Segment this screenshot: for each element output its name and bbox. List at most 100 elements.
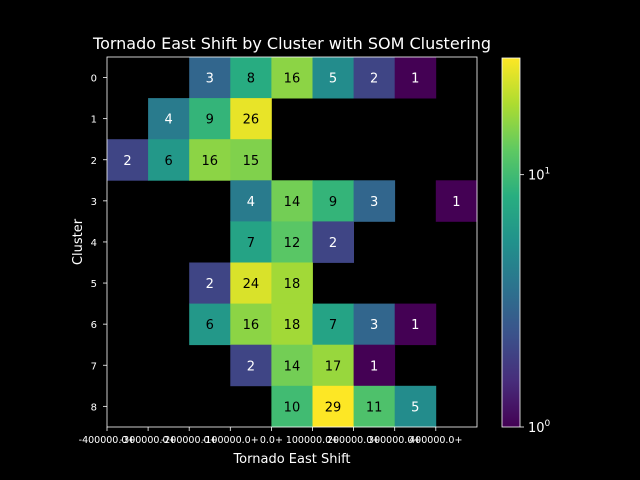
cell-value-label: 24: [243, 277, 260, 292]
cell-value-labels: 3 8 16 5 2 14 9 262 6 16 154 14 9 3 17 12 22 24 186 16 18 7 3 1…: [123, 72, 460, 416]
cell-value-label: 10: [284, 400, 301, 415]
cell-value-label: 1: [411, 72, 419, 87]
cell-value-label: 18: [284, 277, 301, 292]
cell-value-label: 2: [329, 236, 337, 251]
cell-value-label: 8: [247, 72, 255, 87]
y-axis-ticks: 0 1 2 3 4 5 6 7 8: [91, 74, 107, 413]
cell-value-label: 29: [325, 400, 342, 415]
cell-value-label: 4: [165, 113, 173, 128]
cell-value-label: 4: [247, 195, 255, 210]
cell-value-label: 11: [366, 400, 383, 415]
heatmap-cell: [312, 303, 354, 346]
x-tick-label: 0.0+: [260, 435, 283, 446]
y-tick-label: 5: [91, 279, 97, 290]
x-tick-label: 100000.0+: [286, 435, 339, 446]
cell-value-label: 1: [370, 359, 378, 374]
heatmap-cell: [230, 57, 272, 99]
cell-value-label: 3: [370, 195, 378, 210]
y-tick-label: 6: [91, 320, 97, 331]
cell-value-label: 1: [411, 318, 419, 333]
heatmap-cell: [435, 180, 478, 222]
colorbar: [501, 57, 521, 428]
heatmap-cell: [271, 57, 313, 99]
cell-value-label: 16: [243, 318, 260, 333]
heatmap-cell: [148, 98, 190, 140]
heatmap-cell: [230, 303, 272, 346]
colorbar-tick-label: 100: [528, 419, 551, 436]
heatmap-cell: [189, 98, 231, 140]
y-tick-label: 8: [91, 402, 97, 413]
colorbar-ticks: 100 101: [520, 167, 551, 436]
heatmap-cell: [312, 221, 354, 263]
x-axis-label: Tornado East Shift: [232, 452, 350, 467]
x-tick-label: -100000.0+: [202, 435, 259, 446]
x-tick-label: -200000.0+: [161, 435, 218, 446]
y-tick-label: 7: [91, 361, 97, 372]
heatmap-cell: [312, 385, 354, 428]
heatmap-cell: [271, 180, 313, 222]
heatmap-cell: [353, 57, 396, 99]
heatmap-cell: [230, 262, 272, 304]
cell-value-label: 5: [329, 72, 337, 87]
heatmap-cell: [271, 303, 313, 346]
colorbar-tick-label: 101: [528, 167, 550, 184]
cell-value-label: 2: [123, 154, 131, 169]
heatmap-cell: [353, 385, 396, 428]
heatmap-cell: [189, 139, 231, 181]
heatmap-cell: [271, 344, 313, 387]
heatmap-cell: [230, 344, 272, 387]
heatmap-cell: [271, 385, 313, 428]
cell-value-label: 6: [206, 318, 214, 333]
cell-value-label: 17: [325, 359, 342, 374]
y-tick-label: 1: [91, 115, 97, 126]
cell-value-label: 16: [284, 72, 301, 87]
cell-value-label: 14: [284, 359, 301, 374]
heatmap-cell: [230, 98, 272, 140]
heatmap-cell: [271, 221, 313, 263]
cell-value-label: 6: [165, 154, 173, 169]
cell-value-label: 1: [452, 195, 460, 210]
cell-value-label: 26: [243, 113, 260, 128]
cell-value-label: 16: [201, 154, 218, 169]
heatmap-cell: [312, 57, 354, 99]
cell-value-label: 14: [284, 195, 301, 210]
x-tick-label: 400000.0+: [409, 435, 462, 446]
y-tick-label: 2: [91, 156, 97, 167]
heatmap-cell: [148, 139, 190, 181]
cell-value-label: 7: [247, 236, 255, 251]
heatmap-cell: [394, 303, 437, 346]
y-axis-label: Cluster: [71, 218, 86, 265]
heatmap-cell: [353, 303, 396, 346]
heatmap-cell: [353, 180, 396, 222]
x-tick-label: -300000.0+: [120, 435, 177, 446]
heatmap-cells: [107, 57, 478, 428]
y-tick-label: 0: [91, 74, 97, 85]
heatmap-cell: [312, 180, 354, 222]
heatmap-cell: [230, 180, 272, 222]
heatmap-cell: [189, 303, 231, 346]
heatmap-cell: [189, 262, 231, 304]
heatmap-cell: [189, 57, 231, 99]
x-tick-label: 300000.0+: [368, 435, 421, 446]
x-tick-label: -400000.0+: [79, 435, 136, 446]
y-tick-label: 3: [91, 197, 97, 208]
cell-value-label: 3: [370, 318, 378, 333]
heatmap-cell: [230, 139, 272, 181]
cell-value-label: 7: [329, 318, 337, 333]
cell-value-label: 2: [370, 72, 378, 87]
cell-value-label: 2: [247, 359, 255, 374]
chart-title: Tornado East Shift by Cluster with SOM C…: [92, 34, 491, 53]
cell-value-label: 2: [206, 277, 214, 292]
heatmap-cell: [394, 385, 437, 428]
cell-value-label: 15: [243, 154, 260, 169]
x-axis-ticks: -400000.0+-300000.0+-200000.0+-100000.0+…: [79, 427, 462, 446]
heatmap-cell: [271, 262, 313, 304]
x-tick-label: 200000.0+: [327, 435, 380, 446]
y-tick-label: 4: [91, 238, 97, 249]
heatmap-cell: [107, 139, 149, 181]
heatmap-cell: [230, 221, 272, 263]
cell-value-label: 12: [284, 236, 301, 251]
cell-value-label: 3: [206, 72, 214, 87]
heatmap-cell: [394, 57, 437, 99]
